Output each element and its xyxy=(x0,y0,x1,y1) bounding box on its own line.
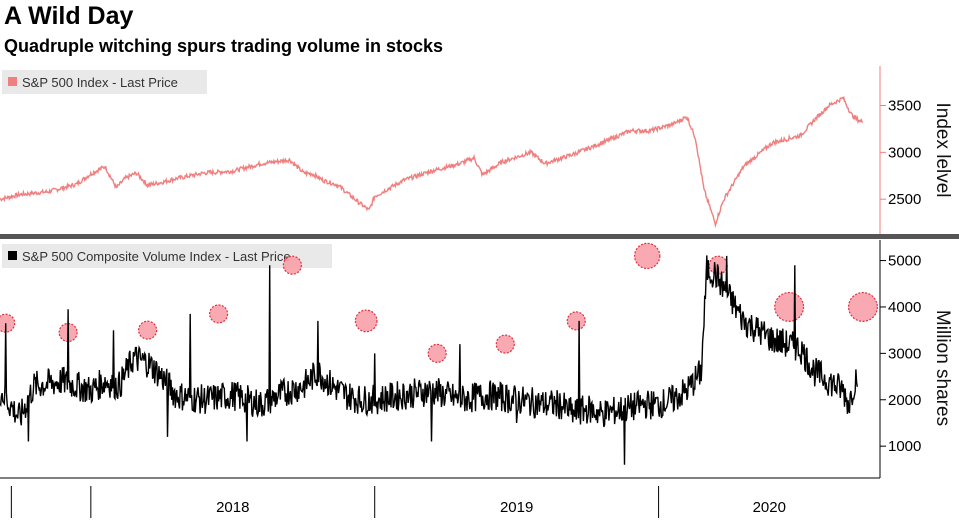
x-tick-label: 2018 xyxy=(216,499,249,516)
x-tick-label: 2019 xyxy=(500,499,533,516)
quadruple-witching-marker xyxy=(774,291,805,322)
index-series-line xyxy=(0,95,863,229)
volume-y-tick-label: 3000 xyxy=(888,345,921,362)
volume-y-tick-label: 1000 xyxy=(888,438,921,455)
volume-legend-box xyxy=(2,244,332,268)
quadruple-witching-marker xyxy=(634,242,661,270)
volume-axis-title: Million shares xyxy=(932,310,953,426)
chart-title: A Wild Day xyxy=(4,2,134,30)
index-legend-box xyxy=(2,70,207,94)
index-y-tick-label: 3500 xyxy=(888,97,921,114)
chart-subtitle: Quadruple witching spurs trading volume … xyxy=(4,36,444,56)
quadruple-witching-marker xyxy=(138,320,158,340)
quadruple-witching-marker xyxy=(427,343,447,363)
quadruple-witching-marker xyxy=(495,334,515,354)
quadruple-witching-marker xyxy=(208,304,229,324)
volume-legend-label: S&P 500 Composite Volume Index - Last Pr… xyxy=(22,249,291,264)
volume-y-tick-label: 2000 xyxy=(888,392,921,409)
panel-separator xyxy=(0,234,959,239)
index-axis-title: Index lelvel xyxy=(932,102,953,197)
volume-series-line xyxy=(0,255,858,465)
quadruple-witching-marker xyxy=(847,291,878,322)
x-tick-label: 2020 xyxy=(753,499,786,516)
volume-legend-swatch xyxy=(8,251,17,260)
index-y-tick-label: 2500 xyxy=(888,191,921,208)
volume-panel: S&P 500 Composite Volume Index - Last Pr… xyxy=(0,240,953,478)
quadruple-witching-marker xyxy=(0,313,16,333)
index-y-tick-label: 3000 xyxy=(888,144,921,161)
index-legend-label: S&P 500 Index - Last Price xyxy=(22,75,178,90)
volume-y-tick-label: 5000 xyxy=(888,253,921,270)
quadruple-witching-marker xyxy=(354,309,378,333)
index-panel: S&P 500 Index - Last Price 250030003500 … xyxy=(0,66,953,235)
quadruple-witching-marker xyxy=(566,311,586,331)
quadruple-witching-marker xyxy=(282,255,302,275)
index-legend-swatch xyxy=(8,77,17,86)
volume-y-tick-label: 4000 xyxy=(888,299,921,316)
